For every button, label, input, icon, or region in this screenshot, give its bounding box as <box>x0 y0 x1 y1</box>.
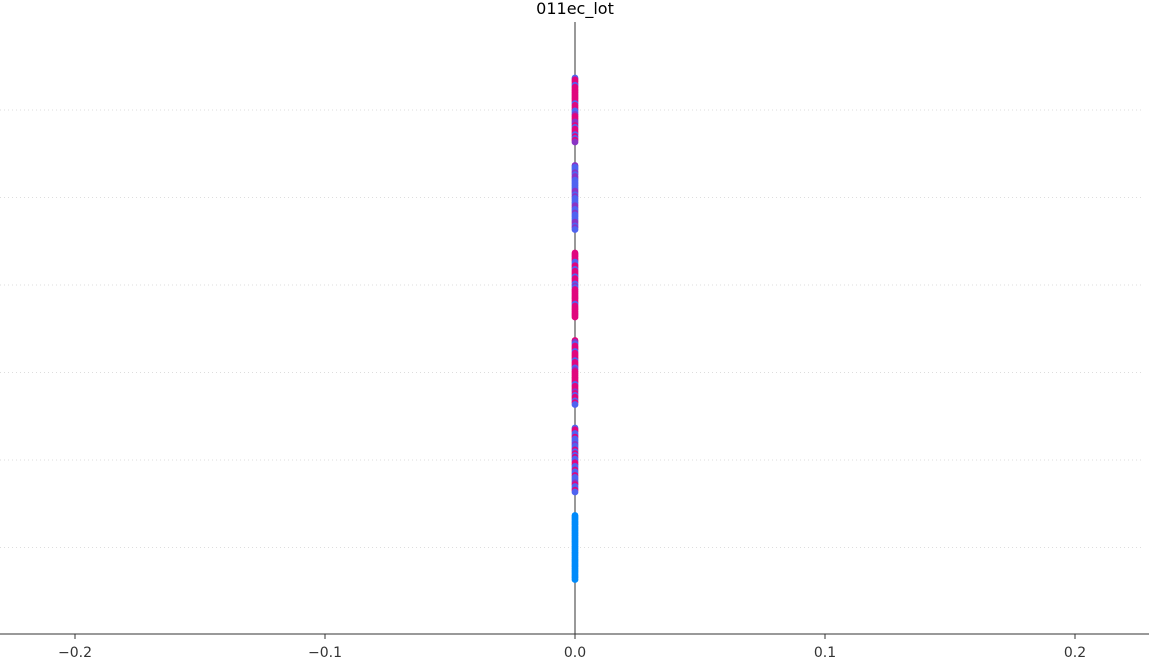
point-row <box>571 74 579 146</box>
data-point <box>571 226 579 233</box>
point-row <box>571 162 579 233</box>
point-row <box>571 424 579 496</box>
grid-layer <box>0 109 1143 548</box>
x-axis: −0.2 −0.1 0.0 0.1 0.2 <box>0 633 1149 661</box>
x-tick-label: 0.2 <box>1064 645 1086 660</box>
data-point <box>571 401 579 408</box>
point-row <box>571 249 579 321</box>
data-point <box>571 576 579 583</box>
chart-title: 011ec_lot <box>536 0 614 19</box>
x-tick-label: −0.2 <box>58 645 92 660</box>
data-point <box>571 488 579 496</box>
points-layer <box>571 74 579 583</box>
data-point <box>571 313 579 321</box>
point-row <box>571 337 579 408</box>
point-row <box>571 512 579 583</box>
x-tick-label: 0.0 <box>564 645 586 660</box>
data-point <box>571 138 579 146</box>
x-tick-label: −0.1 <box>308 645 342 660</box>
x-tick-label: 0.1 <box>814 645 836 660</box>
